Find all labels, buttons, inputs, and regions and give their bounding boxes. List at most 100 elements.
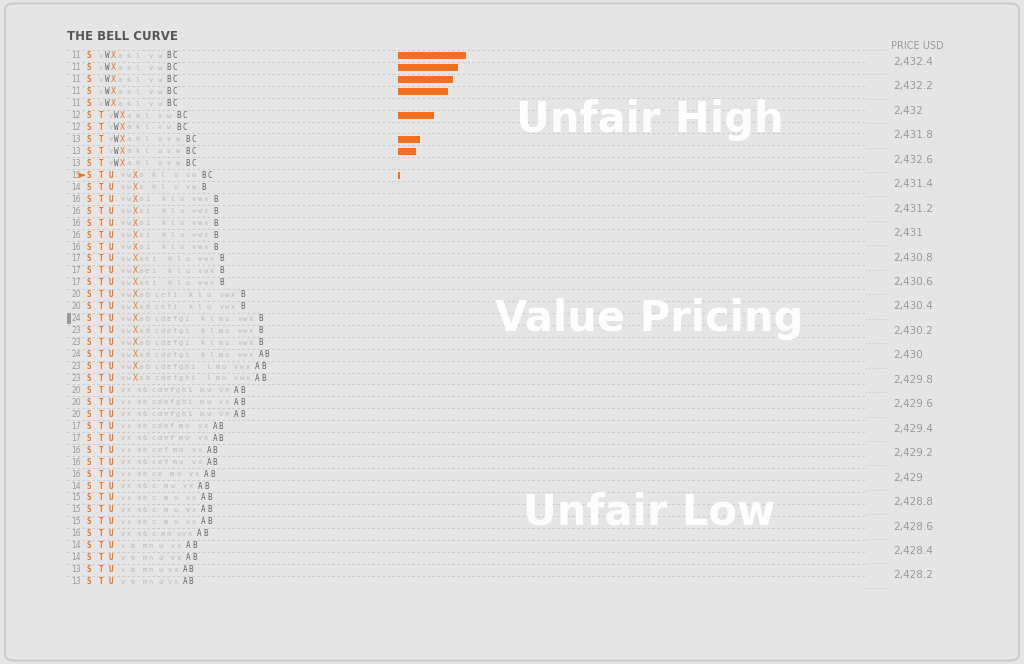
Text: e: e — [145, 280, 150, 286]
Text: u: u — [206, 387, 210, 394]
Text: v: v — [191, 447, 196, 454]
Text: a: a — [117, 76, 121, 83]
Text: l: l — [209, 339, 214, 346]
Text: g: g — [175, 411, 180, 418]
Text: i: i — [187, 387, 191, 394]
Text: l: l — [176, 268, 180, 274]
Text: 2,429.6: 2,429.6 — [893, 399, 933, 409]
Text: A: A — [198, 529, 202, 539]
Text: v: v — [148, 100, 153, 107]
Text: l: l — [206, 363, 210, 370]
Text: b: b — [142, 471, 146, 477]
Text: B: B — [210, 469, 215, 479]
Text: v: v — [198, 435, 202, 442]
Text: l: l — [209, 327, 214, 334]
Text: C: C — [191, 159, 196, 168]
Text: i: i — [145, 232, 150, 238]
Text: b: b — [130, 542, 134, 549]
Text: T: T — [99, 350, 103, 359]
Text: x: x — [204, 244, 208, 250]
Text: 2,432.4: 2,432.4 — [893, 57, 933, 67]
Text: S: S — [86, 207, 91, 216]
Text: a: a — [136, 423, 140, 430]
Text: m: m — [218, 339, 223, 346]
Text: d: d — [160, 375, 165, 382]
Text: U: U — [109, 434, 113, 443]
Text: 2,428.6: 2,428.6 — [893, 521, 933, 531]
Text: a: a — [139, 208, 143, 214]
Text: U: U — [109, 505, 113, 515]
Text: a: a — [126, 112, 131, 119]
Text: A: A — [207, 457, 211, 467]
Text: i: i — [172, 303, 176, 310]
Text: b: b — [145, 351, 150, 358]
Text: 14: 14 — [72, 553, 81, 562]
Text: X: X — [121, 123, 125, 132]
Text: U: U — [109, 302, 113, 311]
Text: A: A — [207, 446, 211, 455]
Text: l: l — [145, 148, 150, 155]
Text: d: d — [158, 399, 162, 406]
Text: X: X — [133, 266, 138, 276]
Text: w: w — [127, 375, 131, 382]
Text: v: v — [148, 88, 153, 95]
Text: B: B — [185, 147, 190, 156]
Text: v: v — [121, 172, 125, 179]
Text: w: w — [158, 100, 162, 107]
Text: w: w — [127, 351, 131, 358]
Text: l: l — [170, 208, 174, 214]
Text: U: U — [109, 171, 113, 180]
Text: w: w — [243, 315, 248, 322]
Text: c: c — [152, 411, 156, 418]
Text: a: a — [126, 148, 131, 155]
Text: T: T — [99, 517, 103, 527]
Text: x: x — [191, 519, 197, 525]
Text: w: w — [127, 315, 131, 322]
Text: k: k — [135, 160, 140, 167]
Text: X: X — [133, 171, 138, 180]
Text: S: S — [86, 159, 91, 168]
Text: a: a — [139, 268, 143, 274]
Text: c: c — [155, 327, 159, 334]
Text: v: v — [121, 495, 125, 501]
Text: B: B — [191, 541, 197, 550]
Text: U: U — [109, 517, 113, 527]
Text: x: x — [204, 196, 208, 203]
Text: 13: 13 — [72, 577, 81, 586]
Text: Unfair Low: Unfair Low — [523, 491, 776, 533]
Text: a: a — [136, 447, 140, 454]
Text: a: a — [139, 196, 143, 203]
Text: h: h — [181, 399, 185, 406]
Text: v: v — [121, 184, 125, 191]
Text: C: C — [207, 171, 212, 180]
Text: U: U — [109, 290, 113, 299]
Text: x: x — [210, 280, 214, 286]
Text: f: f — [172, 363, 176, 370]
Text: l: l — [145, 124, 150, 131]
Text: l: l — [135, 76, 140, 83]
Text: c: c — [155, 339, 159, 346]
Text: x: x — [204, 435, 208, 442]
Text: w: w — [127, 280, 131, 286]
Text: m: m — [164, 507, 168, 513]
Text: g: g — [178, 339, 182, 346]
Text: X: X — [121, 159, 125, 168]
Text: a: a — [139, 303, 143, 310]
Text: S: S — [86, 87, 91, 96]
Text: S: S — [86, 469, 91, 479]
Text: v: v — [238, 327, 242, 334]
Text: i: i — [145, 208, 150, 214]
Text: S: S — [86, 493, 91, 503]
Text: u: u — [173, 495, 177, 501]
Text: a: a — [136, 495, 140, 501]
Text: v: v — [218, 387, 223, 394]
Text: v: v — [121, 244, 125, 250]
Text: v: v — [121, 375, 125, 382]
Text: u: u — [224, 327, 228, 334]
Text: A: A — [255, 374, 260, 383]
Text: C: C — [173, 99, 177, 108]
Text: u: u — [185, 280, 189, 286]
Text: a: a — [139, 280, 143, 286]
Text: W: W — [115, 111, 119, 120]
Text: i: i — [151, 256, 156, 262]
